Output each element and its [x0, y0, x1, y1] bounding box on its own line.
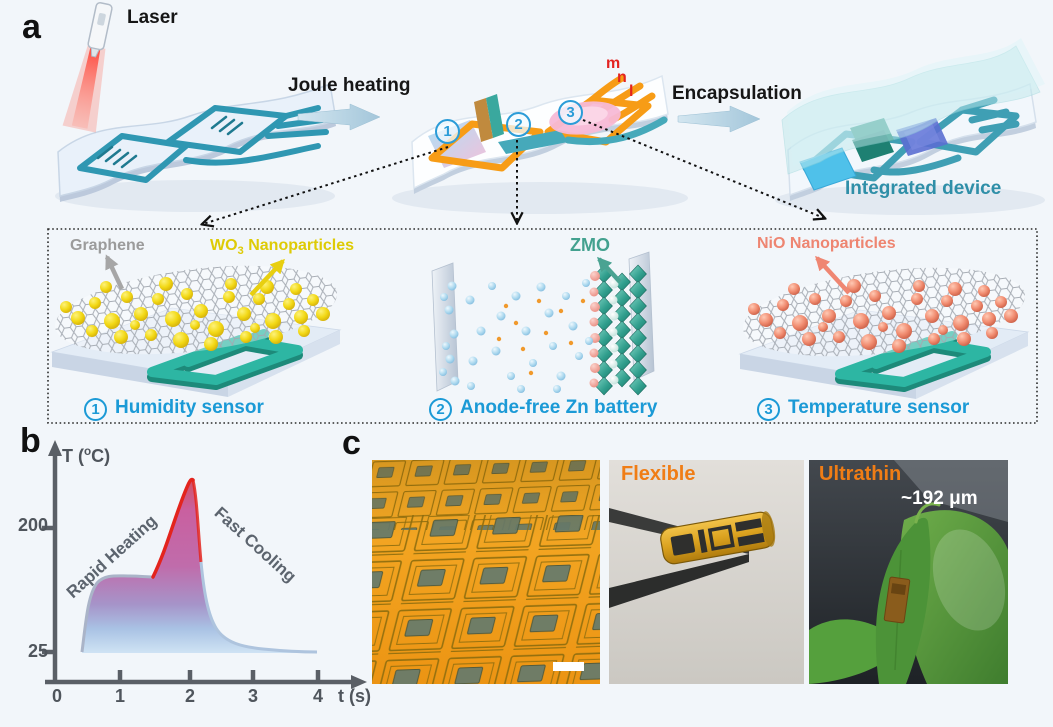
humidity-sensor-illustration	[50, 254, 342, 397]
photo-device-array	[372, 460, 600, 684]
wo3-prefix: WO	[210, 237, 238, 254]
integrated-device-illustration	[781, 38, 1045, 201]
pristine-device-illustration	[57, 1, 337, 202]
electrolyte-droplets	[439, 279, 593, 393]
zn-ion-spheres	[589, 271, 600, 388]
zn-battery-illustration	[431, 251, 655, 396]
callout-arrows	[203, 119, 824, 224]
xtick-0: 0	[51, 686, 62, 706]
x-axis-label: t (s)	[338, 686, 371, 706]
joule-heating-arrow	[297, 103, 381, 131]
temperature-caption: Temperature sensor	[788, 397, 970, 418]
panel-a-artwork	[47, 1, 1045, 424]
ultrathin-caption: Ultrathin	[819, 463, 902, 485]
laser-label: Laser	[127, 7, 178, 28]
xtick-4: 4	[312, 686, 323, 706]
graphene-label: Graphene	[70, 237, 145, 254]
heated-device-illustration	[411, 74, 669, 194]
caption-badge-1: 1	[84, 398, 107, 421]
humidity-caption: Humidity sensor	[115, 397, 264, 418]
caption-badge-3: 3	[757, 398, 780, 421]
zmo-lattice	[595, 264, 647, 396]
caption-badge-2: 2	[429, 398, 452, 421]
chart-axes	[42, 440, 367, 689]
encapsulation-label: Encapsulation	[672, 83, 802, 104]
laser-pen	[62, 1, 113, 133]
scale-bar	[553, 662, 584, 671]
trace-ion-dots	[496, 298, 586, 376]
wo3-arrow	[249, 258, 285, 297]
device-badge-3: 3	[558, 100, 583, 125]
wo3-subscript: 3	[237, 245, 244, 258]
ylabel-suffix: C)	[91, 446, 111, 466]
panel-b-chart	[42, 440, 367, 689]
lattice-pale-spheres	[608, 279, 619, 385]
panel-a-label: a	[22, 8, 41, 46]
encapsulation-arrow	[677, 105, 761, 133]
xtick-2: 2	[184, 686, 195, 706]
flexible-caption: Flexible	[621, 463, 696, 485]
integrated-device-label: Integrated device	[845, 178, 1002, 199]
wo3-label: WO3 Nanoparticles	[210, 237, 355, 258]
zmo-arrow	[597, 256, 622, 284]
xtick-1: 1	[114, 686, 125, 706]
ytick-25: 25	[27, 641, 48, 661]
ytick-200: 200	[17, 515, 48, 535]
lead-label-n: n	[617, 69, 627, 86]
device-shadows	[55, 180, 1045, 215]
device-badge-2: 2	[506, 112, 531, 137]
battery-caption: Anode-free Zn battery	[460, 397, 658, 418]
panel-c-label: c	[342, 424, 361, 462]
nio-spheres	[748, 279, 1018, 353]
photo-ultrathin	[809, 460, 1008, 684]
thickness-measurement: ~192 μm	[901, 488, 978, 509]
callout-frame	[47, 228, 1038, 424]
device-badge-1: 1	[435, 119, 460, 144]
leaf-device	[883, 576, 911, 624]
temperature-curve	[80, 477, 318, 654]
lead-label-l: l	[629, 83, 634, 100]
xtick-3: 3	[247, 686, 258, 706]
ylabel-degree: o	[84, 445, 92, 458]
wo3-spheres	[60, 277, 330, 351]
ylabel-prefix: T (	[62, 446, 84, 466]
panel-b-label: b	[20, 422, 41, 460]
graphene-arrow	[104, 254, 125, 290]
lead-label-m: m	[606, 55, 621, 72]
temperature-sensor-illustration	[738, 255, 1030, 399]
photo-flexible	[609, 460, 804, 684]
nio-arrow	[815, 255, 851, 295]
joule-heating-label: Joule heating	[288, 75, 411, 96]
wo3-suffix: Nanoparticles	[243, 237, 355, 254]
nio-label: NiO Nanoparticles	[757, 235, 896, 252]
y-axis-label: T (oC)	[62, 445, 111, 466]
bent-device	[660, 511, 776, 565]
zmo-label: ZMO	[570, 235, 610, 255]
